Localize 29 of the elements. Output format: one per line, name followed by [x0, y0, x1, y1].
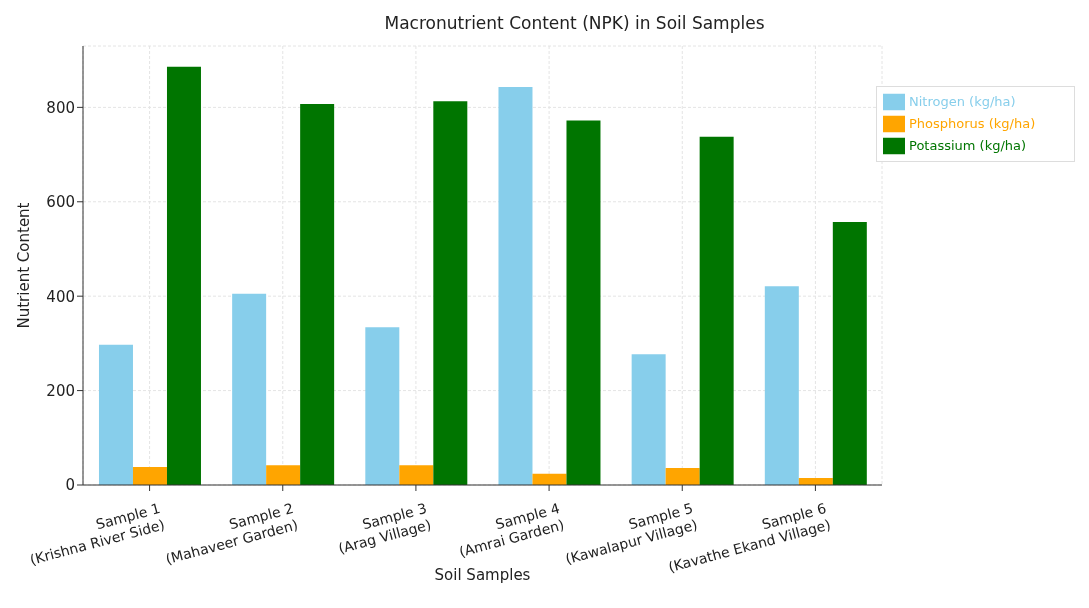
legend-label: Potassium (kg/ha): [909, 137, 1027, 153]
bar: [433, 101, 468, 485]
y-tick-label: 600: [46, 193, 75, 212]
bar: [399, 465, 434, 485]
bar: [132, 467, 167, 485]
legend-label: Nitrogen (kg/ha): [909, 93, 1016, 109]
y-tick-label: 200: [46, 381, 75, 400]
x-tick-label: Sample 1 (Krishna River Side): [28, 499, 167, 568]
legend-label: Phosphorus (kg/ha): [909, 115, 1036, 131]
bar: [98, 344, 133, 485]
bar: [631, 354, 666, 485]
bar: [166, 66, 201, 485]
chart-title: Macronutrient Content (NPK) in Soil Samples: [383, 12, 766, 35]
y-axis-title: Nutrient Content: [15, 202, 34, 329]
x-tick-label: Sample 3 (Arag Village): [336, 499, 433, 557]
y-tick-label: 0: [65, 476, 75, 495]
bar: [232, 293, 267, 485]
bar: [365, 327, 400, 485]
bar: [699, 136, 734, 485]
bar: [566, 120, 601, 485]
bar: [498, 87, 533, 485]
bar: [300, 104, 335, 485]
bar: [266, 465, 301, 485]
y-tick-label: 800: [46, 98, 75, 117]
bar: [764, 286, 799, 485]
x-axis-title: Soil Samples: [434, 566, 531, 584]
y-tick-label: 400: [46, 287, 75, 306]
bar: [832, 222, 867, 485]
bar: [665, 468, 700, 485]
